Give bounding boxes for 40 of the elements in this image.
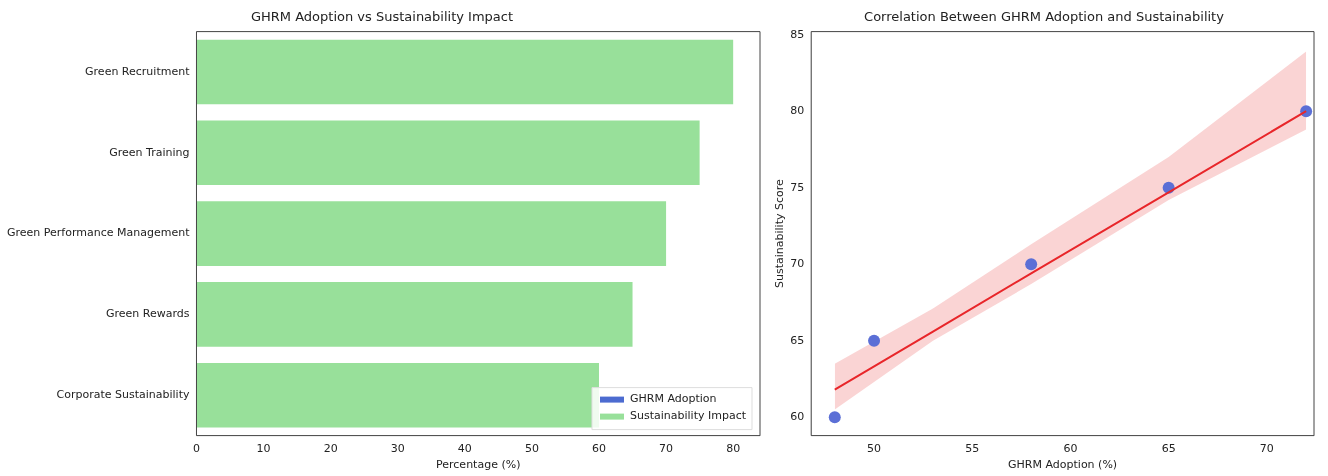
bar [196,201,667,266]
x-axis-title: GHRM Adoption (%) [1008,458,1118,472]
y-tick-label: 75 [790,180,805,194]
x-tick-label: 20 [323,442,338,456]
y-tick-label: Green Rewards [105,307,190,321]
point [828,411,841,424]
y-tick-label: 85 [790,27,805,41]
y-tick-label: 70 [790,257,805,271]
x-tick-label: 80 [726,442,741,456]
x-tick-label: 70 [659,442,674,456]
y-tick-label: 65 [790,333,805,347]
x-tick-label: 50 [867,442,882,456]
x-tick-label: 30 [390,442,405,456]
x-tick-label: 55 [965,442,980,456]
y-tick-label: 80 [790,104,805,118]
y-tick-label: Green Training [109,145,190,159]
x-tick-label: 65 [1161,442,1176,456]
legend-label: GHRM Adoption [629,392,717,406]
y-tick-label: 60 [790,410,805,424]
x-tick-label: 60 [1063,442,1078,456]
x-tick-label: 40 [457,442,472,456]
x-tick-label: 10 [256,442,271,456]
bar [196,39,734,105]
y-tick-label: Corporate Sustainability [56,388,190,402]
x-tick-label: 70 [1259,442,1274,456]
bar [196,120,700,186]
y-tick-label: Green Performance Management [6,226,191,240]
y-tick-label: Green Recruitment [85,64,191,78]
x-tick-label: 60 [591,442,606,456]
x-tick-label: 50 [524,442,539,456]
y-axis-title: Sustainability Score [773,178,787,288]
point [868,334,881,347]
x-tick-label: 0 [192,442,200,456]
bar [196,282,633,347]
chart-title: Correlation Between GHRM Adoption and Sustainability [864,9,1225,25]
legend-label: Sustainability Impact [629,409,747,423]
point [1300,105,1313,118]
chart-title: GHRM Adoption vs Sustainability Impact [250,9,514,25]
point [1025,258,1038,271]
x-axis-title: Percentage (%) [436,458,521,472]
